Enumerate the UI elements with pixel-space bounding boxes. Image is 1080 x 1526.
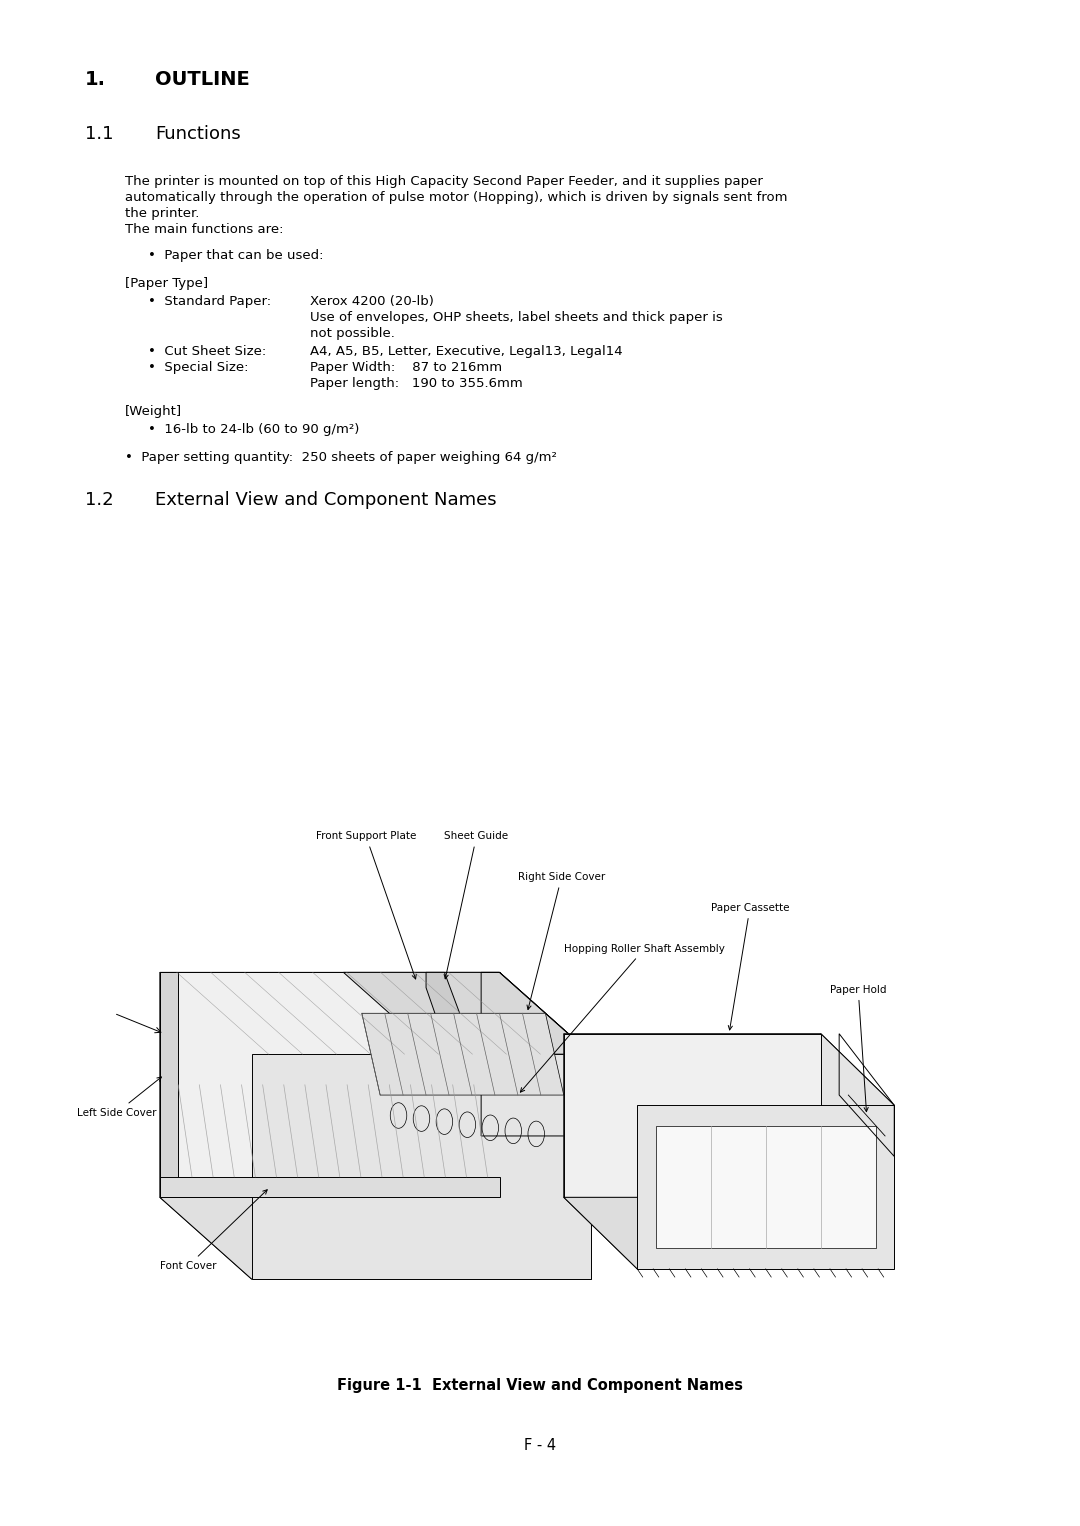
Text: automatically through the operation of pulse motor (Hopping), which is driven by: automatically through the operation of p… <box>125 191 787 204</box>
Text: 1.: 1. <box>85 70 106 89</box>
Polygon shape <box>499 972 592 1279</box>
Polygon shape <box>160 1177 499 1198</box>
Text: •  Paper that can be used:: • Paper that can be used: <box>148 249 324 262</box>
Polygon shape <box>252 1054 592 1279</box>
Text: •  Paper setting quantity:  250 sheets of paper weighing 64 g/m²: • Paper setting quantity: 250 sheets of … <box>125 452 557 464</box>
Text: •  Cut Sheet Size:: • Cut Sheet Size: <box>148 345 267 359</box>
Text: F - 4: F - 4 <box>524 1437 556 1453</box>
Polygon shape <box>656 1126 876 1248</box>
Text: Left Side Cover: Left Side Cover <box>78 1077 161 1117</box>
Polygon shape <box>821 1033 894 1270</box>
Text: •  Special Size:: • Special Size: <box>148 362 248 374</box>
Polygon shape <box>564 1198 894 1270</box>
Text: Paper Width:    87 to 216mm: Paper Width: 87 to 216mm <box>310 362 502 374</box>
Polygon shape <box>160 972 178 1198</box>
Polygon shape <box>362 1013 564 1096</box>
Text: Paper Hold: Paper Hold <box>829 984 887 1111</box>
Text: Use of envelopes, OHP sheets, label sheets and thick paper is: Use of envelopes, OHP sheets, label shee… <box>310 311 723 324</box>
Polygon shape <box>343 972 592 1054</box>
Text: External View and Component Names: External View and Component Names <box>156 491 497 510</box>
Text: 1.1: 1.1 <box>85 125 113 143</box>
Polygon shape <box>564 1033 821 1198</box>
Text: Right Side Cover: Right Side Cover <box>518 873 605 1010</box>
Text: [Paper Type]: [Paper Type] <box>125 278 208 290</box>
Text: Hopping Roller Shaft Assembly: Hopping Roller Shaft Assembly <box>521 945 725 1093</box>
Text: Xerox 4200 (20-lb): Xerox 4200 (20-lb) <box>310 295 434 308</box>
Text: •  16-lb to 24-lb (60 to 90 g/m²): • 16-lb to 24-lb (60 to 90 g/m²) <box>148 423 360 436</box>
Polygon shape <box>160 972 499 1198</box>
Text: OUTLINE: OUTLINE <box>156 70 249 89</box>
Text: [Weight]: [Weight] <box>125 404 183 418</box>
Polygon shape <box>160 972 252 1279</box>
Text: Figure 1-1  External View and Component Names: Figure 1-1 External View and Component N… <box>337 1378 743 1393</box>
Text: Functions: Functions <box>156 125 241 143</box>
Text: the printer.: the printer. <box>125 208 200 220</box>
Text: The main functions are:: The main functions are: <box>125 223 283 237</box>
Polygon shape <box>564 1033 637 1270</box>
Text: Font Cover: Font Cover <box>160 1190 267 1271</box>
Text: Paper Cassette: Paper Cassette <box>711 903 789 1030</box>
Polygon shape <box>426 972 469 1059</box>
Text: Sheet Guide: Sheet Guide <box>444 832 509 978</box>
Text: A4, A5, B5, Letter, Executive, Legal13, Legal14: A4, A5, B5, Letter, Executive, Legal13, … <box>310 345 623 359</box>
Polygon shape <box>160 972 592 1054</box>
Text: not possible.: not possible. <box>310 327 395 340</box>
Text: •  Standard Paper:: • Standard Paper: <box>148 295 271 308</box>
Polygon shape <box>564 1033 894 1105</box>
Text: Paper length:   190 to 355.6mm: Paper length: 190 to 355.6mm <box>310 377 523 391</box>
Text: Front Support Plate: Front Support Plate <box>315 832 416 980</box>
Polygon shape <box>160 1198 592 1279</box>
Polygon shape <box>637 1105 894 1270</box>
Text: The printer is mounted on top of this High Capacity Second Paper Feeder, and it : The printer is mounted on top of this Hi… <box>125 175 762 188</box>
Text: 1.2: 1.2 <box>85 491 113 510</box>
